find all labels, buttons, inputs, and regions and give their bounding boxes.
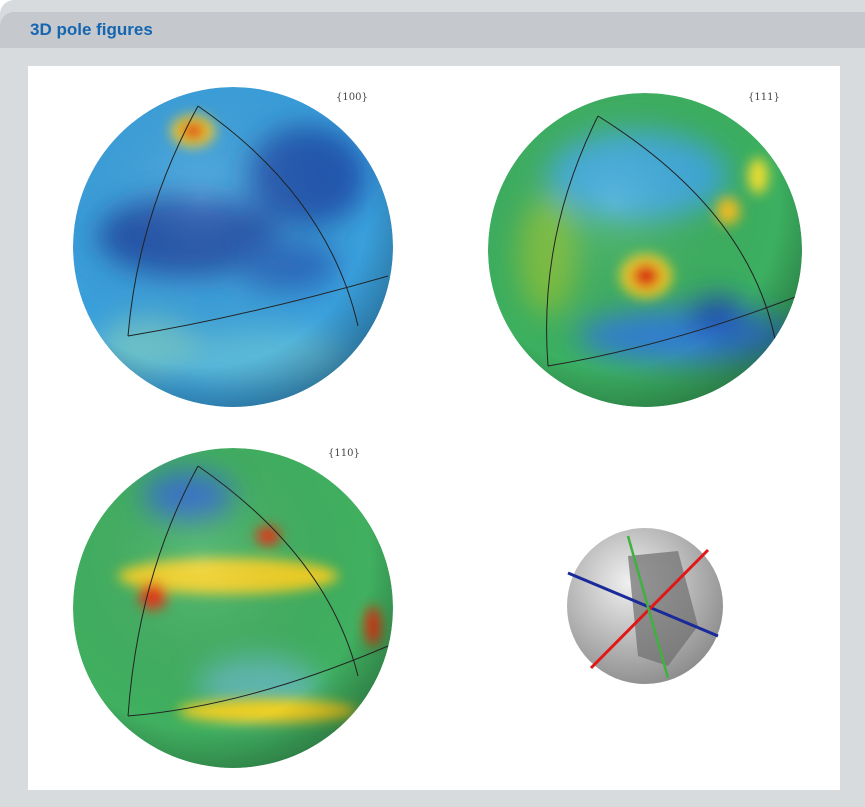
- sphere-100: [73, 87, 393, 407]
- pole-figures: {100} {111}: [73, 87, 802, 768]
- sphere-111: [488, 93, 802, 407]
- figure-area: {100} {111}: [28, 66, 840, 790]
- figure-label: {111}: [748, 92, 780, 103]
- panel-title: 3D pole figures: [30, 20, 153, 39]
- orientation-sphere: [567, 528, 723, 684]
- sphere-110: [73, 448, 393, 768]
- panel-header: 3D pole figures: [0, 12, 865, 48]
- figure-label: {100}: [336, 92, 368, 103]
- figure-label: {110}: [328, 448, 360, 459]
